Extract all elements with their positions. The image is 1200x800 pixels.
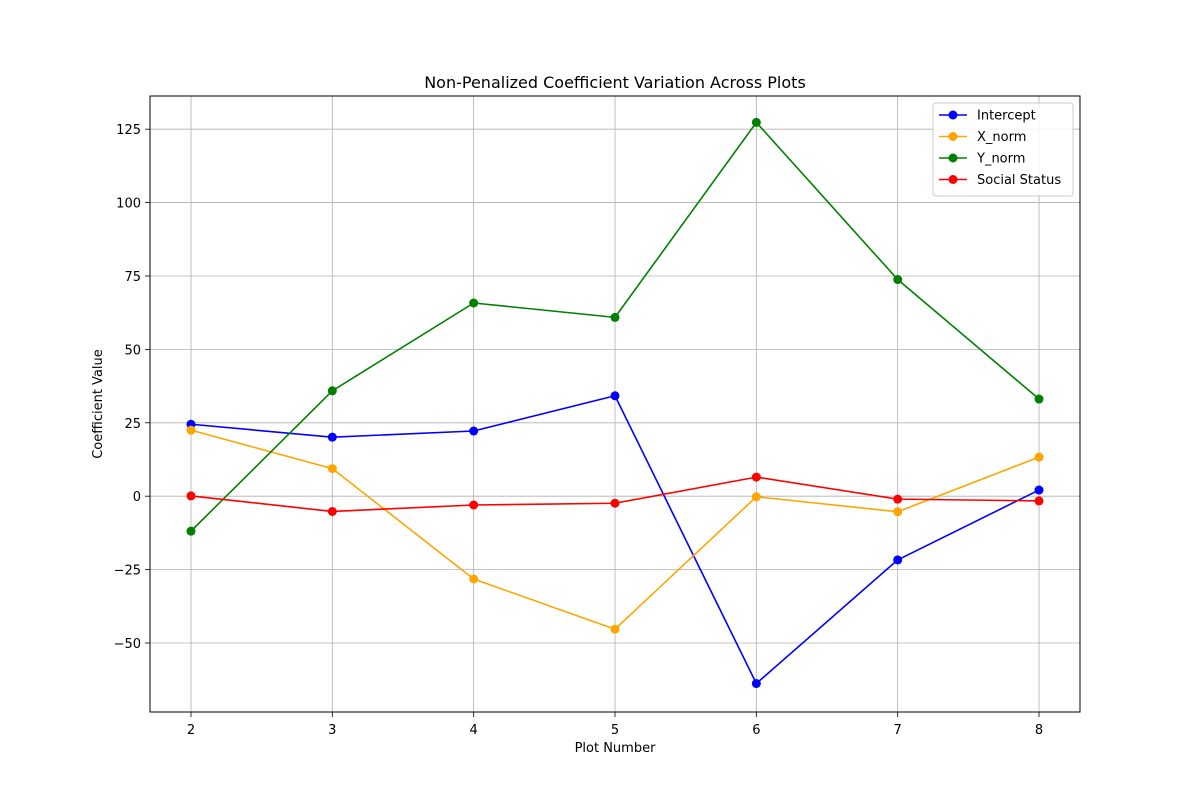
series-y-norm [186,117,1044,536]
data-point-intercept [751,679,761,689]
legend-label-intercept: Intercept [977,109,1036,124]
series-intercept [186,391,1044,689]
series-layer [186,117,1044,689]
data-point-x-norm [327,464,337,474]
data-point-intercept [1034,485,1044,495]
data-point-x-norm [610,624,620,634]
legend-label-social-status: Social Status [977,173,1061,188]
data-point-y-norm [751,117,761,127]
data-point-social-status [186,491,196,501]
data-point-social-status [1034,496,1044,506]
data-point-y-norm [893,275,903,285]
data-point-intercept [610,391,620,401]
data-point-social-status [751,472,761,482]
y-tick-label: −25 [114,564,141,579]
x-tick-label: 5 [611,723,619,738]
legend-label-x-norm: X_norm [977,130,1026,145]
y-tick-label: 25 [124,417,141,432]
y-tick-label: 125 [116,123,141,138]
legend-marker-social-status [948,175,958,184]
y-axis-label: Coefficient Value [91,349,106,459]
data-point-social-status [327,506,337,516]
data-point-intercept [893,555,903,565]
legend-label-y-norm: Y_norm [976,152,1025,167]
x-tick-label: 6 [752,723,760,738]
x-tick-label: 4 [470,723,478,738]
x-tick-label: 3 [328,723,336,738]
data-point-x-norm [469,574,479,584]
data-point-intercept [327,432,337,442]
data-point-x-norm [1034,452,1044,462]
data-point-y-norm [469,298,479,308]
grid-lines [150,96,1080,712]
legend: Intercept X_norm Y_norm Social Status [932,102,1074,197]
legend-marker-y-norm [948,153,958,163]
data-point-social-status [469,500,479,510]
x-axis: 2 3 4 5 6 7 8 [187,712,1043,738]
y-axis: −50 −25 0 25 50 75 100 125 [114,123,150,652]
data-point-x-norm [186,425,196,435]
data-point-x-norm [893,507,903,517]
y-tick-label: 75 [124,270,141,285]
y-tick-label: 100 [116,197,141,212]
data-point-y-norm [1034,394,1044,404]
data-point-social-status [610,498,620,508]
x-tick-label: 8 [1035,723,1043,738]
x-axis-label: Plot Number [575,741,657,756]
x-tick-label: 2 [187,723,195,738]
data-point-x-norm [751,492,761,502]
data-point-intercept [469,426,479,436]
legend-marker-intercept [948,110,958,120]
x-tick-label: 7 [894,723,902,738]
legend-marker-x-norm [948,132,958,141]
series-social-status [186,472,1044,516]
y-tick-label: −50 [114,637,141,652]
data-point-social-status [893,494,903,504]
data-point-y-norm [327,386,337,396]
data-point-y-norm [610,312,620,322]
legend-box [932,102,1074,197]
y-tick-label: 50 [124,343,141,358]
chart-title: Non-Penalized Coefficient Variation Acro… [424,73,806,92]
data-point-y-norm [186,526,196,536]
y-tick-label: 0 [133,490,141,505]
series-x-norm [186,425,1044,634]
